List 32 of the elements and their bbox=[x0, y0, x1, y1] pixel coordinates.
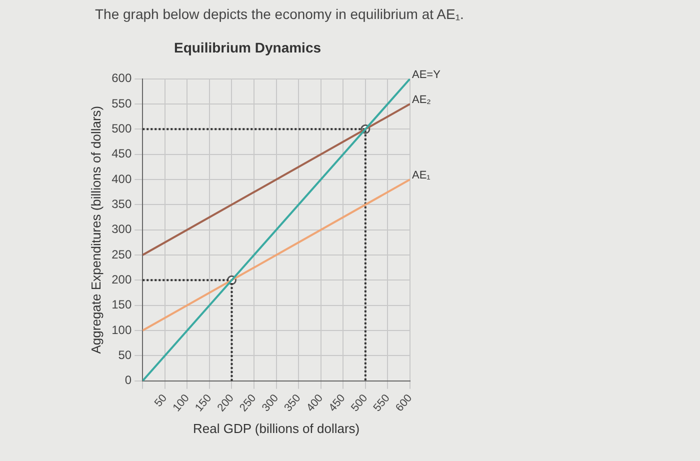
series-label: AE₁ bbox=[412, 170, 431, 182]
y-tick-label: 600 bbox=[112, 71, 132, 86]
y-tick-label: 500 bbox=[112, 121, 132, 136]
y-tick-label: 350 bbox=[112, 196, 132, 211]
x-tick-label: 200 bbox=[215, 392, 236, 414]
y-axis-title: Aggregate Expenditures (billions of dollars) bbox=[88, 106, 104, 354]
y-tick-label: 0 bbox=[124, 373, 132, 388]
series-label: AE₂ bbox=[412, 94, 431, 106]
y-tick-label: 150 bbox=[112, 298, 132, 312]
series-label: AE=Y bbox=[412, 68, 442, 81]
chart-subtitle: The graph below depicts the economy in equilibrium at AE₁. bbox=[95, 6, 464, 22]
x-tick-label: 600 bbox=[394, 392, 415, 414]
x-tick-label: 100 bbox=[170, 392, 192, 414]
y-tick-label: 250 bbox=[112, 247, 132, 262]
x-tick-label: 350 bbox=[282, 392, 304, 414]
x-axis-title: Real GDP (billions of dollars) bbox=[192, 420, 360, 436]
x-tick-label: 150 bbox=[193, 392, 214, 414]
x-tick-label: 400 bbox=[304, 392, 326, 414]
y-tick-label: 300 bbox=[112, 222, 132, 236]
y-tick-label: 50 bbox=[118, 348, 132, 362]
x-tick-label: 50 bbox=[152, 392, 170, 410]
chart-title: Equilibrium Dynamics bbox=[174, 39, 322, 56]
y-tick-label: 100 bbox=[112, 322, 132, 337]
x-tick-label: 250 bbox=[238, 392, 259, 414]
x-tick-label: 300 bbox=[260, 392, 281, 414]
y-tick-label: 550 bbox=[112, 96, 132, 110]
x-tick-label: 500 bbox=[349, 392, 370, 414]
y-tick-label: 400 bbox=[112, 172, 132, 186]
x-tick-label: 450 bbox=[326, 392, 348, 414]
x-tick-label: 550 bbox=[371, 392, 392, 414]
y-tick-label: 450 bbox=[112, 146, 132, 161]
y-tick-label: 200 bbox=[112, 272, 132, 286]
